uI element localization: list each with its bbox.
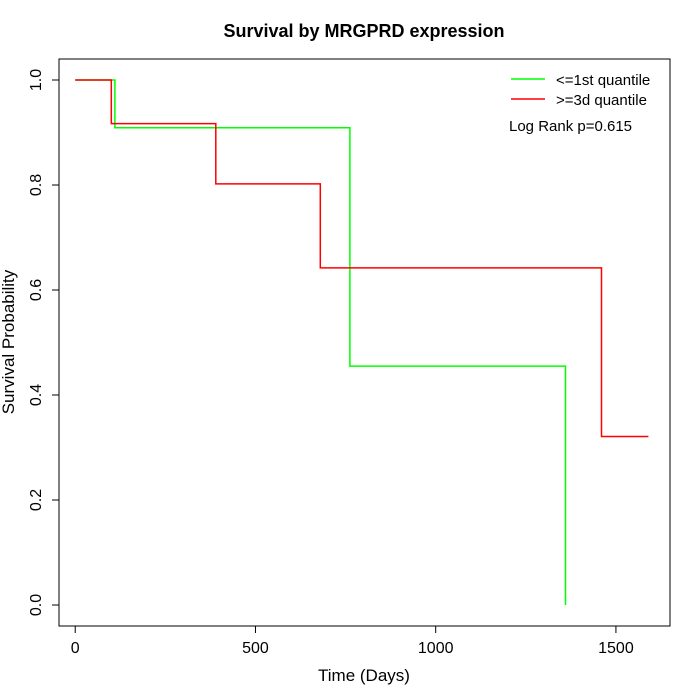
y-axis-label: Survival Probability	[0, 269, 18, 414]
log-rank-annotation: Log Rank p=0.615	[509, 118, 632, 135]
series-third-quantile	[75, 79, 649, 438]
y-tick-label: 0.6	[28, 279, 45, 301]
y-tick-label: 1.0	[28, 69, 45, 91]
legend: <=1st quantile >=3d quantile Log Rank p=…	[509, 72, 650, 135]
chart-title: Survival by MRGPRD expression	[223, 21, 504, 41]
y-tick-label: 0.2	[28, 489, 45, 511]
legend-label-first-quantile: <=1st quantile	[556, 72, 650, 89]
series-first-quantile	[75, 79, 567, 605]
x-tick-label: 1000	[418, 640, 454, 657]
x-tick-label: 1500	[598, 640, 634, 657]
legend-label-third-quantile: >=3d quantile	[556, 92, 647, 109]
x-axis-label: Time (Days)	[318, 666, 410, 685]
y-tick-label: 0.8	[28, 174, 45, 196]
series-layer	[75, 79, 649, 605]
plot-frame	[58, 58, 671, 627]
y-tick-label: 0.0	[28, 594, 45, 616]
x-axis: 0 500 1000 1500	[71, 625, 634, 657]
y-tick-label: 0.4	[28, 384, 45, 406]
x-tick-label: 0	[71, 640, 80, 657]
y-axis: 0.0 0.2 0.4 0.6 0.8 1.0	[28, 69, 60, 616]
x-tick-label: 500	[242, 640, 269, 657]
